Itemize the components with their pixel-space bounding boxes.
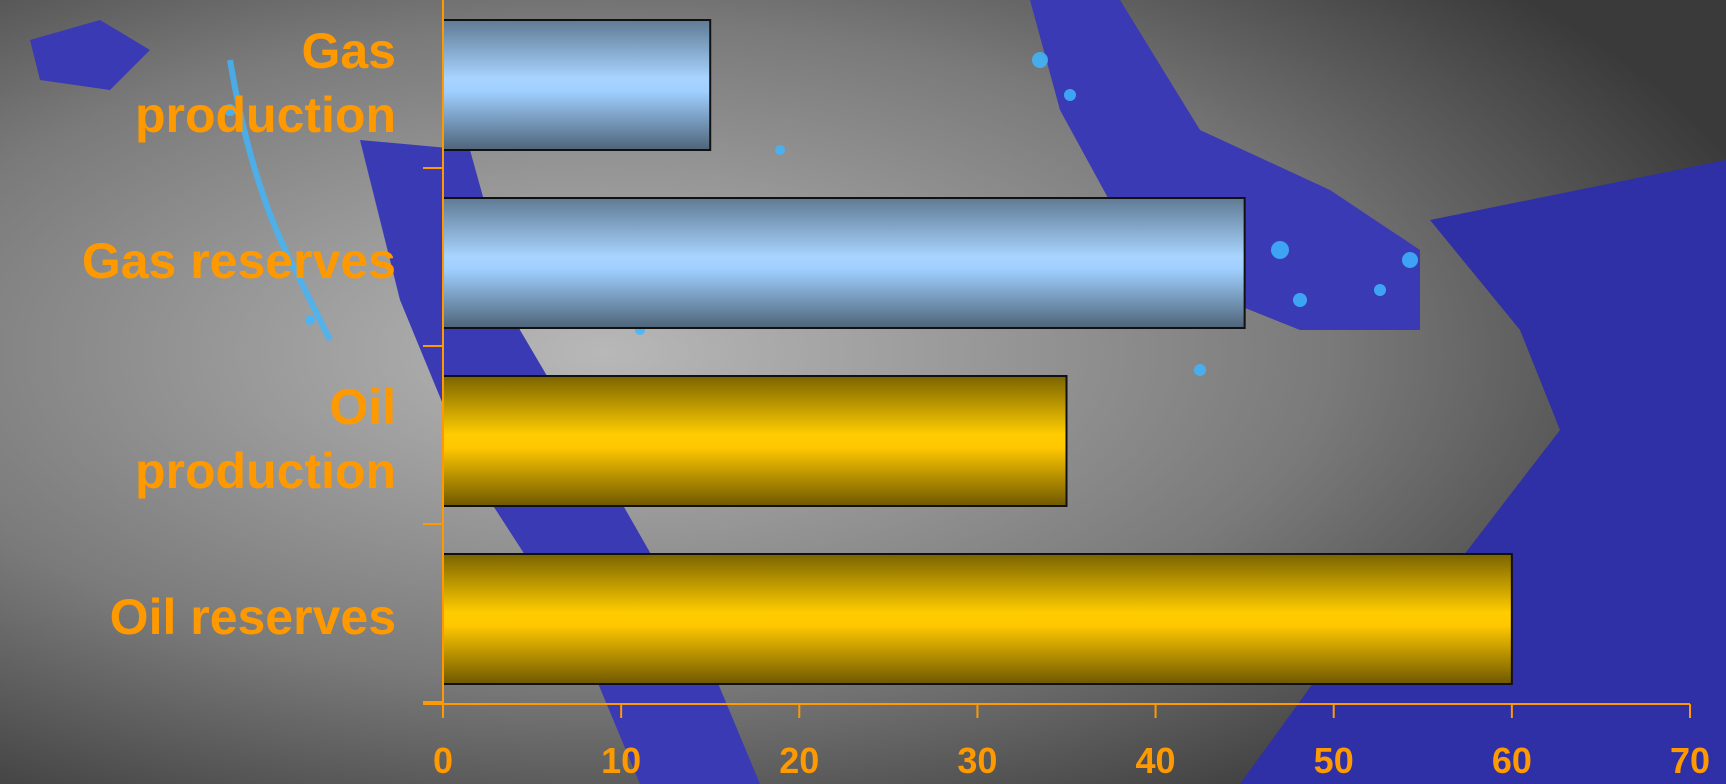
x-tick-label: 70 xyxy=(1669,740,1711,781)
bars-layer xyxy=(442,19,1513,685)
bar-1 xyxy=(442,197,1246,329)
x-tick-label: 0 xyxy=(432,740,454,781)
x-tick-label: 20 xyxy=(779,740,820,781)
bar-0 xyxy=(442,19,712,151)
x-tick-label: 50 xyxy=(1313,740,1354,781)
bar-2 xyxy=(442,375,1068,507)
x-tick-label: 40 xyxy=(1135,740,1176,781)
category-label: Gas reserves xyxy=(81,233,396,289)
x-tick-label: 10 xyxy=(601,740,642,781)
category-label: Gas production xyxy=(134,23,396,143)
x-tick-label: 60 xyxy=(1491,740,1532,781)
bar-3 xyxy=(442,553,1513,685)
category-label: Oil reserves xyxy=(109,589,396,645)
x-tick-label: 30 xyxy=(957,740,998,781)
axes-layer xyxy=(423,0,1691,718)
category-label: Oil production xyxy=(134,379,396,499)
